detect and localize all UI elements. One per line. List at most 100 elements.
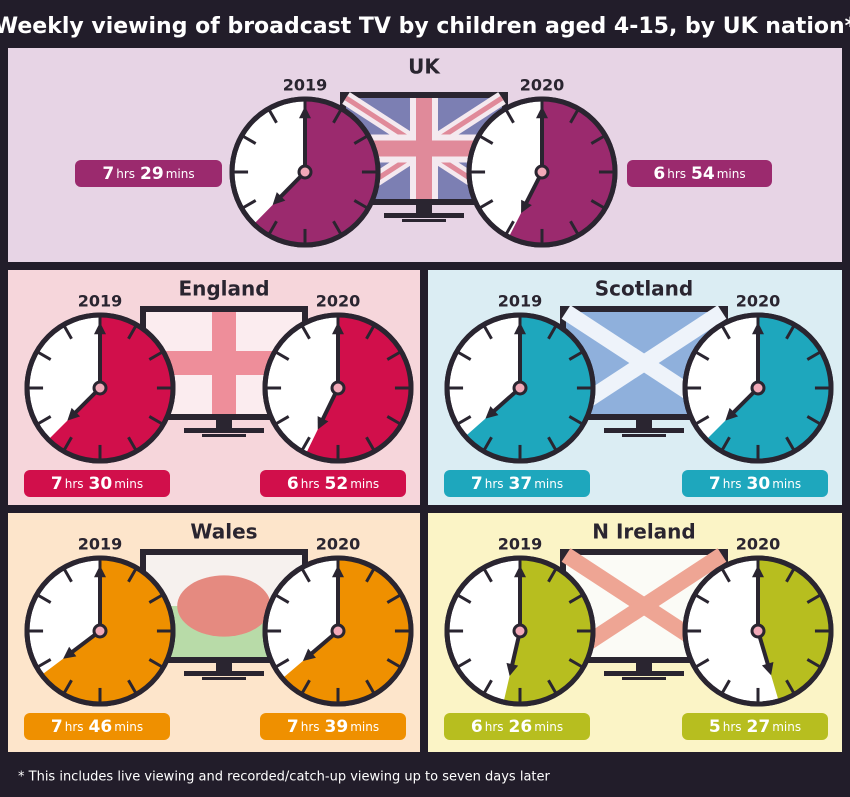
clock-tick [127, 324, 138, 340]
clock-tick [365, 436, 376, 452]
clock-tick [274, 658, 290, 669]
year-label: 2020 [520, 76, 565, 95]
clock-tick [62, 567, 73, 583]
clock-tick [547, 679, 558, 695]
clock-tick [353, 134, 369, 145]
time-label: 7 hrs 39 mins [287, 717, 379, 737]
minute-hand-tip [536, 106, 548, 119]
clock-tick [456, 658, 472, 669]
minutes-value: 30 [747, 474, 771, 494]
clock-tick [720, 679, 731, 695]
time-pill [260, 713, 406, 740]
clock-tick [300, 324, 311, 340]
hours-unit: hrs [723, 720, 742, 734]
tv-base [402, 219, 446, 222]
minutes-unit: mins [534, 477, 563, 491]
clock-tick [568, 350, 584, 361]
clock-tick [36, 415, 52, 426]
tv-stand [384, 213, 464, 218]
clock-tick [694, 593, 710, 604]
clock-tick [504, 220, 515, 236]
clock-sector [48, 315, 173, 461]
clock-tick [62, 679, 73, 695]
clock-tick [241, 134, 257, 145]
clock-tick [694, 658, 710, 669]
hours-value: 7 [102, 164, 114, 184]
minutes-value: 46 [89, 717, 113, 737]
minute-hand-tip [514, 322, 526, 335]
year-label: 2019 [283, 76, 328, 95]
clock-tick [590, 199, 606, 210]
clock-tick [478, 134, 494, 145]
year-label: 2019 [498, 535, 543, 554]
time-label: 7 hrs 37 mins [471, 474, 563, 494]
flag-part [212, 312, 236, 414]
clock-tick [694, 415, 710, 426]
year-label: 2020 [736, 292, 781, 311]
panel-title: Wales [190, 520, 257, 544]
clock-tick [569, 108, 580, 124]
time-pill [24, 470, 170, 497]
clock-pin [750, 380, 766, 396]
clock-tick [568, 658, 584, 669]
clock-pin [512, 623, 528, 639]
clock-sector [465, 315, 593, 461]
hour-hand-tip [67, 407, 81, 421]
clock-tick [569, 220, 580, 236]
hour-hand-tip [761, 662, 774, 676]
clock-tick [300, 567, 311, 583]
clock-tick [353, 199, 369, 210]
clock-tick [127, 567, 138, 583]
clock-tick [386, 593, 402, 604]
clock-tick [482, 324, 493, 340]
clock-sector [282, 558, 412, 704]
minute-hand-tip [752, 322, 764, 335]
year-label: 2019 [498, 292, 543, 311]
clock-tick [720, 436, 731, 452]
clock-tick [36, 658, 52, 669]
minute-hand-tip [94, 565, 106, 578]
minutes-unit: mins [166, 167, 195, 181]
clock-pin [92, 380, 108, 396]
minutes-value: 52 [325, 474, 349, 494]
year-label: 2019 [78, 535, 123, 554]
clock-tick [274, 415, 290, 426]
flag-part [177, 575, 271, 637]
time-label: 7 hrs 30 mins [51, 474, 143, 494]
clock-tick [365, 679, 376, 695]
tv-neck [416, 205, 432, 213]
clock-sector [508, 99, 615, 245]
clock-tick [482, 567, 493, 583]
minute-hand-tip [752, 565, 764, 578]
minutes-unit: mins [772, 720, 801, 734]
clock-tick [694, 350, 710, 361]
clock-tick [36, 593, 52, 604]
clock-tick [806, 415, 822, 426]
clock-tick [300, 679, 311, 695]
clock-tick [62, 324, 73, 340]
clock-tick [456, 415, 472, 426]
minutes-unit: mins [114, 720, 143, 734]
clock-tick [547, 436, 558, 452]
tv-stand [184, 671, 264, 676]
hours-value: 5 [709, 717, 721, 737]
minutes-unit: mins [350, 720, 379, 734]
clock-tick [785, 436, 796, 452]
time-pill [260, 470, 406, 497]
hour-hand-tip [302, 648, 316, 661]
clock-pin [534, 164, 550, 180]
time-label: 6 hrs 52 mins [287, 474, 379, 494]
clock-pin [92, 623, 108, 639]
clock-tick [127, 679, 138, 695]
hours-unit: hrs [301, 477, 320, 491]
time-pill [444, 713, 590, 740]
time-pill [627, 160, 772, 187]
clock-sector [253, 99, 379, 246]
clock-tick [456, 593, 472, 604]
time-label: 5 hrs 27 mins [709, 717, 801, 737]
year-label: 2019 [78, 292, 123, 311]
year-label: 2020 [316, 292, 361, 311]
